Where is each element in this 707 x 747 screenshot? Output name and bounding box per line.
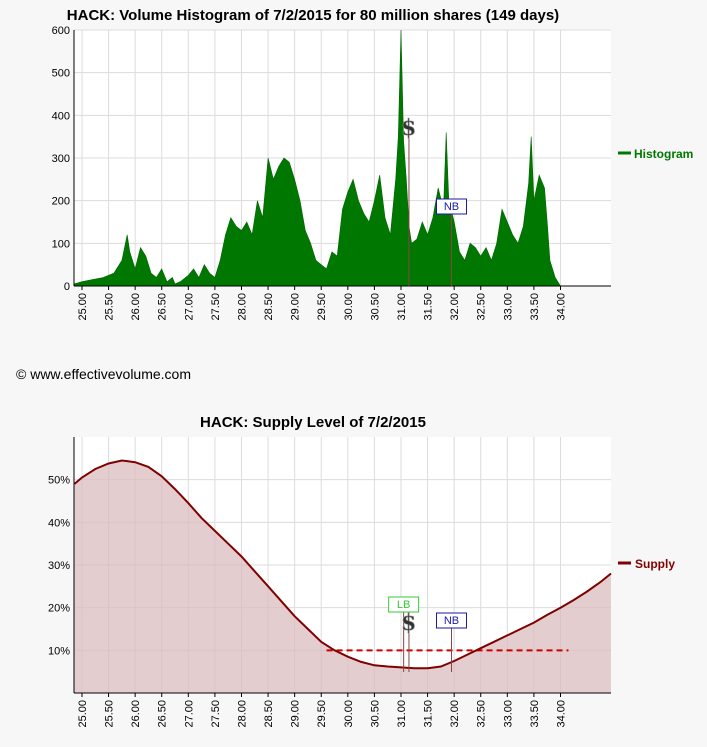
supply-legend: Supply [618,557,675,571]
x-tick-label: 29.50 [316,293,328,321]
x-tick-label: 32.00 [449,700,461,728]
lb-marker-label: LB [397,599,410,611]
x-tick-label: 31.00 [396,700,408,728]
histogram-y-ticks: 0 100 200 300 400 500 600 [52,25,70,293]
histogram-markers: $ NB [401,115,467,286]
x-tick-label: 28.00 [236,700,248,728]
histogram-x-ticks: 25.00 25.50 26.00 26.50 27.00 27.50 28.00 28.50… [77,286,567,321]
x-tick-label: 30.50 [369,293,381,321]
lb-marker-box [388,596,420,613]
x-tick-label: 32.50 [476,293,488,321]
y-tick-label: 600 [52,25,70,37]
x-tick-label: 26.50 [157,700,169,728]
x-tick-label: 31.50 [423,700,435,728]
y-tick-label: 500 [52,68,70,80]
x-tick-label: 33.50 [529,293,541,321]
x-tick-label: 25.00 [77,700,89,728]
nb-marker-label: NB [444,201,459,213]
x-tick-label: 28.00 [236,293,248,321]
dollar-marker: $ [401,610,416,636]
y-tick-label: 50% [48,475,70,487]
x-tick-label: 27.00 [183,293,195,321]
x-tick-label: 27.50 [210,700,222,728]
nb-marker-box [435,612,467,629]
supply-fill-area [74,460,611,693]
x-tick-label: 26.50 [157,293,169,321]
y-tick-label: 400 [52,110,70,122]
y-tick-label: 200 [52,196,70,208]
x-tick-label: 27.50 [210,293,222,321]
supply-y-ticks: 10% 20% 30% 40% 50% [48,475,70,658]
x-tick-label: 30.50 [369,700,381,728]
x-tick-label: 25.50 [104,700,116,728]
supply-legend-label: Supply [635,557,675,571]
x-tick-label: 30.00 [343,293,355,321]
histogram-title: HACK: Volume Histogram of 7/2/2015 for 8… [67,7,559,24]
x-tick-label: 29.50 [316,700,328,728]
x-tick-label: 33.50 [529,700,541,728]
y-tick-label: 20% [48,603,70,615]
histogram-legend: Histogram [618,147,693,161]
y-tick-label: 300 [52,153,70,165]
nb-marker-label: NB [444,615,459,627]
y-tick-label: 10% [48,645,70,657]
x-tick-label: 25.50 [104,293,116,321]
histogram-legend-label: Histogram [634,147,693,161]
nb-marker-box [435,198,467,215]
x-tick-label: 29.00 [290,293,302,321]
copyright-text: © www.effectivevolume.com [16,366,191,382]
x-tick-label: 25.00 [77,293,89,321]
x-tick-label: 30.00 [343,700,355,728]
x-tick-label: 33.00 [502,700,514,728]
x-tick-label: 29.00 [290,700,302,728]
y-tick-label: 30% [48,560,70,572]
x-tick-label: 32.00 [449,293,461,321]
x-tick-label: 26.00 [130,700,142,728]
dollar-marker: $ [401,115,416,141]
x-tick-label: 34.00 [555,293,567,321]
x-tick-label: 31.50 [423,293,435,321]
x-tick-label: 27.00 [183,700,195,728]
x-tick-label: 28.50 [263,293,275,321]
supply-x-ticks: 25.00 25.50 26.00 26.50 27.00 27.50 28.00 28.50… [77,693,567,728]
supply-markers: LB$ NB [388,596,467,672]
y-tick-label: 0 [64,281,70,293]
x-tick-label: 28.50 [263,700,275,728]
supply-title: HACK: Supply Level of 7/2/2015 [200,414,426,431]
y-tick-label: 40% [48,517,70,529]
x-tick-label: 34.00 [555,700,567,728]
histogram-series-area [74,29,609,287]
x-tick-label: 32.50 [476,700,488,728]
x-tick-label: 26.00 [130,293,142,321]
x-tick-label: 33.00 [502,293,514,321]
y-tick-label: 100 [52,238,70,250]
supply-series-line [73,459,612,670]
x-tick-label: 31.00 [396,293,408,321]
